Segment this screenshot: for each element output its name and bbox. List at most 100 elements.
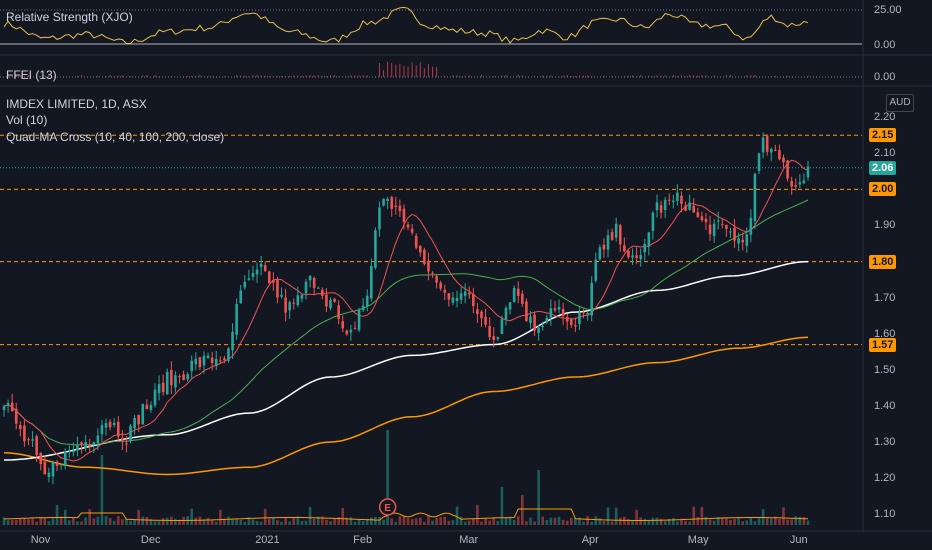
candle-body [76,444,79,451]
volume-bar [639,517,642,525]
volume-bar [569,517,573,525]
candle-body [590,282,593,316]
price-level-tag[interactable]: 1.80 [869,254,897,269]
fei-bar [23,75,25,77]
fei-bar [199,75,201,77]
last-price-tag[interactable]: 2.06 [869,160,897,175]
volume-bar [525,521,528,525]
candle-body [31,439,34,441]
volume-bar [31,518,34,525]
fei-bar [7,75,9,77]
volume-bar [610,521,614,525]
currency-label[interactable]: AUD [886,94,914,112]
price-level-tag[interactable]: 2.00 [869,182,897,197]
ma-indicator-title[interactable]: Quad-MA Cross (10, 40, 100, 200, close) [6,130,225,144]
fei-bar [81,75,83,77]
volume-bar [582,521,585,525]
volume-bar [312,518,316,525]
volume-bar [296,516,300,525]
candle-body [610,231,614,240]
fei-bar [236,75,238,77]
volume-bar [635,509,638,525]
candle-body [802,180,806,184]
candle-body [451,297,455,303]
candle-body [806,166,810,178]
candle-body [329,299,332,309]
volume-bar [267,518,271,525]
volume-bar [308,506,312,525]
fei-bar [562,75,564,77]
candle-body [67,450,71,452]
fei-indicator-title[interactable]: FFEI (13) [6,68,57,82]
fei-bar [195,76,197,77]
fei-bar [521,75,523,77]
fei-bar [770,76,772,77]
candle-body [10,402,14,412]
fei-bar [309,75,311,77]
candle-body [361,305,365,311]
candle-body [480,311,483,319]
fei-bar [272,76,274,77]
fei-bar [305,75,307,77]
volume-bar [749,517,753,525]
fei-bar [27,75,29,77]
fei-bar [807,75,809,77]
volume-bar [35,521,38,525]
price-level-tag[interactable]: 2.15 [869,128,897,143]
volume-bar [676,521,679,525]
fei-bar [321,76,323,77]
candle-body [157,384,161,394]
candle-body [516,288,520,296]
earnings-marker-label: E [384,503,391,514]
candle-body [312,277,316,288]
price-level-tag[interactable]: 1.57 [869,337,897,352]
candle-body [321,289,324,296]
fei-bar [76,75,78,77]
volume-bar [153,521,157,525]
volume-bar [43,518,47,525]
candle-body [337,305,340,319]
candle-body [370,266,373,299]
volume-bar [272,517,275,525]
volume-indicator-title[interactable]: Vol (10) [6,113,48,127]
ma10-line [3,159,809,462]
candle-body [741,239,745,243]
volume-bar [321,516,324,525]
candle-body [59,464,63,466]
fei-bar [697,75,699,77]
volume-bar [602,521,606,525]
candle-body [190,360,194,372]
fei-bar [346,76,348,77]
volume-bar [116,516,120,525]
volume-bar [361,521,365,525]
candle-body [239,290,243,304]
fei-bar [113,76,115,77]
volume-bar [459,516,463,525]
candle-body [129,425,132,442]
candle-body [602,244,606,250]
fei-bar [493,76,495,77]
symbol-title[interactable]: IMDEX LIMITED, 1D, ASX [6,97,147,111]
fei-bar [750,75,752,77]
rs-indicator-title[interactable]: Relative Strength (XJO) [6,10,133,24]
volume-bar [72,517,75,525]
volume-bar [643,518,647,525]
fei-bar [783,76,785,77]
price-axis-label: 1.90 [874,219,896,232]
volume-bar [439,516,442,525]
volume-bar [231,519,234,525]
volume-bar [606,507,610,525]
candle-body [435,276,438,283]
candle-body [186,374,189,380]
volume-bar [427,516,430,525]
fei-bar [378,63,380,77]
earnings-marker-icon [378,498,397,516]
candle-body [333,298,336,302]
candle-body [227,348,230,361]
fei-bar [452,75,454,77]
volume-bar [553,517,557,525]
fei-bar [583,75,585,77]
fei-bar [264,75,266,77]
candle-body [104,423,108,428]
